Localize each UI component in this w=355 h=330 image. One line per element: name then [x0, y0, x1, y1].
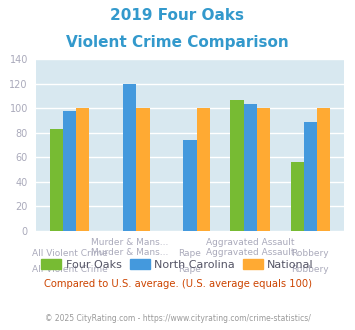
Bar	[304, 122, 317, 231]
Legend: Four Oaks, North Carolina, National: Four Oaks, North Carolina, National	[37, 255, 318, 274]
Bar	[136, 109, 149, 231]
Bar	[123, 84, 136, 231]
Text: Rape: Rape	[179, 265, 201, 274]
Bar	[50, 129, 63, 231]
Bar	[244, 104, 257, 231]
Text: 2019 Four Oaks: 2019 Four Oaks	[110, 8, 245, 23]
Text: Murder & Mans...: Murder & Mans...	[91, 248, 168, 257]
Text: Aggravated Assault: Aggravated Assault	[206, 248, 294, 257]
Text: Robbery: Robbery	[291, 249, 329, 258]
Text: Compared to U.S. average. (U.S. average equals 100): Compared to U.S. average. (U.S. average …	[44, 279, 311, 289]
Bar	[183, 140, 197, 231]
Bar	[257, 109, 270, 231]
Bar	[230, 100, 244, 231]
Bar	[197, 109, 210, 231]
Bar	[63, 111, 76, 231]
Text: © 2025 CityRating.com - https://www.cityrating.com/crime-statistics/: © 2025 CityRating.com - https://www.city…	[45, 314, 310, 323]
Text: Murder & Mans...: Murder & Mans...	[91, 238, 168, 247]
Text: All Violent Crime: All Violent Crime	[32, 249, 107, 258]
Text: Robbery: Robbery	[291, 265, 329, 274]
Text: Aggravated Assault: Aggravated Assault	[206, 238, 294, 247]
Text: Violent Crime Comparison: Violent Crime Comparison	[66, 35, 289, 50]
Bar	[76, 109, 89, 231]
Bar	[317, 109, 330, 231]
Text: Rape: Rape	[179, 249, 201, 258]
Bar	[290, 162, 304, 231]
Text: All Violent Crime: All Violent Crime	[32, 265, 107, 274]
